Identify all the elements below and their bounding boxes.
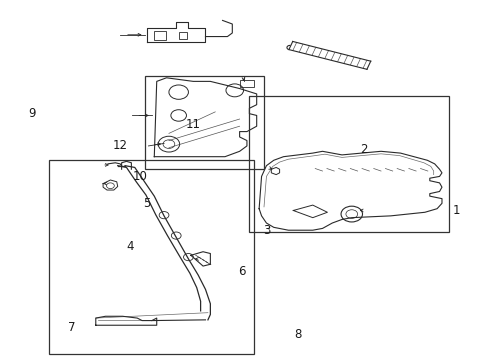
- Bar: [239, 80, 254, 87]
- Bar: [144, 76, 264, 169]
- Text: 1: 1: [452, 204, 459, 217]
- Bar: [249, 96, 448, 232]
- Text: 5: 5: [143, 197, 150, 210]
- Text: 9: 9: [29, 107, 36, 120]
- Bar: [178, 32, 187, 40]
- Text: 7: 7: [67, 320, 75, 333]
- Text: 12: 12: [112, 139, 127, 152]
- Bar: [49, 160, 254, 354]
- Bar: [154, 31, 166, 40]
- Text: 10: 10: [132, 170, 147, 183]
- Text: 11: 11: [185, 118, 201, 131]
- Text: 4: 4: [126, 240, 133, 253]
- Text: 8: 8: [294, 328, 301, 341]
- Text: 6: 6: [238, 265, 245, 278]
- Text: 3: 3: [262, 224, 269, 237]
- Text: 2: 2: [360, 143, 367, 156]
